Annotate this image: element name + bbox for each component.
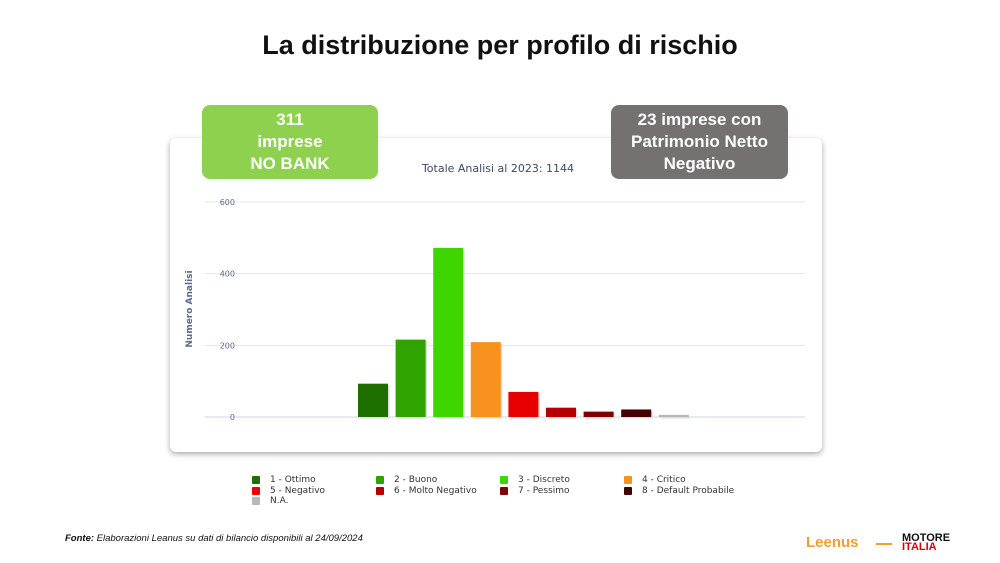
y-tick-label: 600 xyxy=(220,198,235,207)
y-axis-label: Numero Analisi xyxy=(185,270,195,347)
legend-item[interactable]: N.A. xyxy=(252,496,288,506)
legend-label: 2 - Buono xyxy=(394,475,438,485)
bar-3 xyxy=(433,247,464,417)
page-title: La distribuzione per profilo di rischio xyxy=(262,30,738,60)
legend-swatch xyxy=(500,486,508,495)
callout-line: Patrimonio Netto xyxy=(631,132,768,151)
bar-1 xyxy=(358,383,388,417)
source-text: Elaborazioni Leanus su dati di bilancio … xyxy=(94,533,363,544)
motore-italia-logo: MOTORE ITALIA xyxy=(902,532,951,553)
logo-text-top: MOTORE xyxy=(902,532,951,544)
y-tick-label: 200 xyxy=(220,341,235,350)
legend-label: 8 - Default Probabile xyxy=(642,485,735,496)
callout-line: Negativo xyxy=(663,154,736,173)
legend-item[interactable]: 5 - Negativo xyxy=(252,486,325,496)
negative-equity-callout: 23 imprese con Patrimonio Netto Negativo xyxy=(611,105,788,179)
legend-label: 7 - Pessimo xyxy=(518,485,570,496)
bar-7 xyxy=(583,411,614,417)
legend-swatch xyxy=(252,476,260,484)
source-label: Fonte: xyxy=(65,533,95,544)
callout-line: imprese xyxy=(257,132,323,151)
legend-item[interactable]: 3 - Discreto xyxy=(500,475,570,485)
bar-5 xyxy=(508,391,539,417)
callout-line: 23 imprese con xyxy=(637,110,762,129)
bar-9 xyxy=(658,414,689,417)
chart-title: Totale Analisi al 2023: 1144 xyxy=(421,162,574,175)
legend-swatch xyxy=(252,486,260,495)
y-tick-label: 400 xyxy=(220,270,235,279)
y-tick-label: 0 xyxy=(230,413,235,422)
legend-swatch xyxy=(376,486,384,495)
bar-shadow xyxy=(660,416,691,419)
bar-6 xyxy=(546,407,576,417)
legend-item[interactable]: 6 - Molto Negativo xyxy=(376,486,477,496)
legend-label: 5 - Negativo xyxy=(270,485,326,496)
logo-separator xyxy=(876,543,892,545)
legend-swatch xyxy=(624,486,632,495)
callout-line: NO BANK xyxy=(250,154,330,173)
legend-item[interactable]: 2 - Buono xyxy=(376,475,437,485)
bar-8 xyxy=(621,409,652,417)
logo-text-bottom: ITALIA xyxy=(902,541,937,553)
legend-swatch xyxy=(376,476,384,484)
legend-label: 1 - Ottimo xyxy=(270,475,316,485)
legend-swatch xyxy=(624,476,632,484)
legend-item[interactable]: 8 - Default Probabile xyxy=(624,486,734,496)
legend-swatch xyxy=(500,476,508,484)
callout-line: 311 xyxy=(276,110,304,129)
no-bank-callout: 311 imprese NO BANK xyxy=(202,105,378,179)
leanus-logo: Leenus xyxy=(806,534,859,551)
legend-label: 6 - Molto Negativo xyxy=(394,485,477,496)
legend-label: N.A. xyxy=(270,496,289,506)
legend-item[interactable]: 4 - Critico xyxy=(624,475,686,485)
bar-4 xyxy=(470,342,501,417)
legend-item[interactable]: 7 - Pessimo xyxy=(500,486,570,496)
bar-2 xyxy=(395,339,426,417)
legend-label: 4 - Critico xyxy=(642,475,686,485)
source-note: Fonte: Elaborazioni Leanus su dati di bi… xyxy=(65,533,363,544)
legend-swatch xyxy=(252,497,260,505)
legend-label: 3 - Discreto xyxy=(518,475,570,485)
legend-item[interactable]: 1 - Ottimo xyxy=(252,475,316,485)
